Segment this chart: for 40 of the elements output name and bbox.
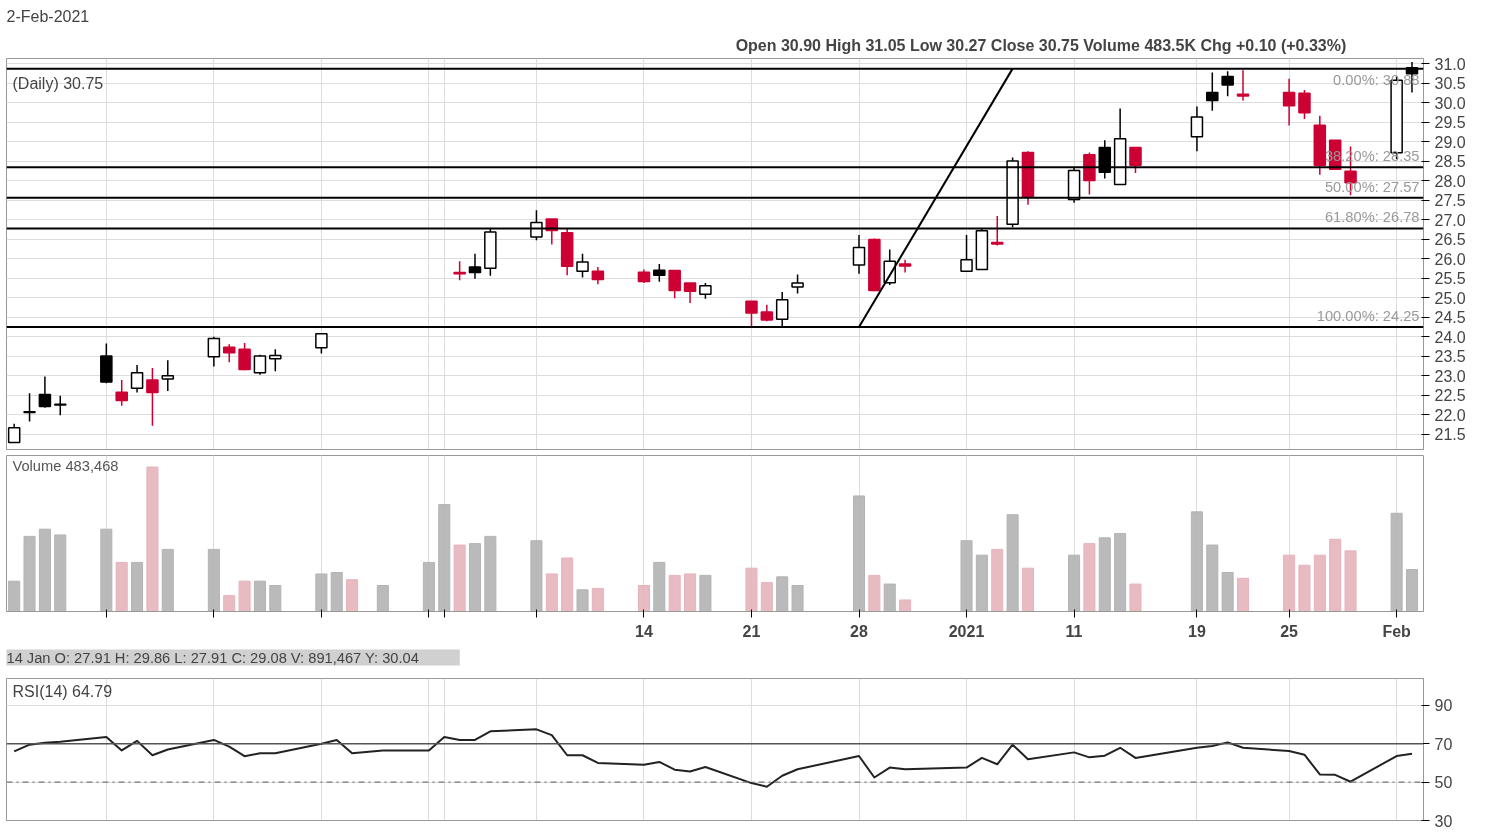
y-tick-label: 30 <box>1434 812 1453 830</box>
y-tick-label: 28.5 <box>1434 153 1466 171</box>
ref-line-label: 100.00%: 24.25 <box>1316 308 1420 325</box>
y-tick-label: 25.0 <box>1434 289 1466 307</box>
chart-title: RSI(14) 64.79 <box>12 682 113 700</box>
x-tick-label: 14 <box>635 622 653 640</box>
x-tick-label: 28 <box>850 622 868 640</box>
y-tick-label: 23.5 <box>1434 348 1466 366</box>
x-tick-label: 21 <box>742 622 761 640</box>
y-tick-label: 30.5 <box>1434 75 1466 93</box>
text: 2-Feb-2021 <box>6 7 90 25</box>
text: 14 Jan O: 27.91 H: 29.86 L: 27.91 C: 29.08 V: 891,467 Y: 30.04 <box>6 649 419 666</box>
y-tick-label: 31.0 <box>1434 55 1466 73</box>
y-tick-label: 27.0 <box>1434 211 1466 229</box>
y-tick-label: 28.0 <box>1434 172 1466 190</box>
chart-title: Volume 483,468 <box>12 457 119 474</box>
y-tick-label: 90 <box>1434 697 1453 715</box>
y-tick-label: 50 <box>1434 774 1453 792</box>
y-tick-label: 24.0 <box>1434 328 1466 346</box>
y-tick-label: 22.5 <box>1434 387 1466 405</box>
x-tick-label: 2021 <box>948 622 985 640</box>
y-tick-label: 70 <box>1434 735 1453 753</box>
y-tick-label: 24.5 <box>1434 309 1466 327</box>
y-tick-label: 21.5 <box>1434 426 1466 444</box>
y-tick-label: 22.0 <box>1434 406 1466 424</box>
x-tick-label: 19 <box>1188 622 1206 640</box>
y-tick-label: 25.5 <box>1434 270 1466 288</box>
y-tick-label: 26.5 <box>1434 231 1466 249</box>
text: (Daily) 30.75 <box>12 74 104 92</box>
x-tick-label: Feb <box>1382 622 1412 640</box>
ref-line-label: 61.80%: 26.78 <box>1324 209 1420 226</box>
y-tick-label: 29.0 <box>1434 133 1466 151</box>
x-tick-label: 11 <box>1065 622 1083 640</box>
x-tick-label: 25 <box>1280 622 1299 640</box>
y-tick-label: 26.0 <box>1434 250 1466 268</box>
y-tick-label: 29.5 <box>1434 114 1466 132</box>
y-tick-label: 23.0 <box>1434 367 1466 385</box>
y-tick-label: 30.0 <box>1434 94 1466 112</box>
y-tick-label: 27.5 <box>1434 192 1466 210</box>
text: Open 30.90 High 31.05 Low 30.27 Close 30.75 Volume 483.5K Chg +0.10 (+0.33%) <box>735 36 1347 54</box>
